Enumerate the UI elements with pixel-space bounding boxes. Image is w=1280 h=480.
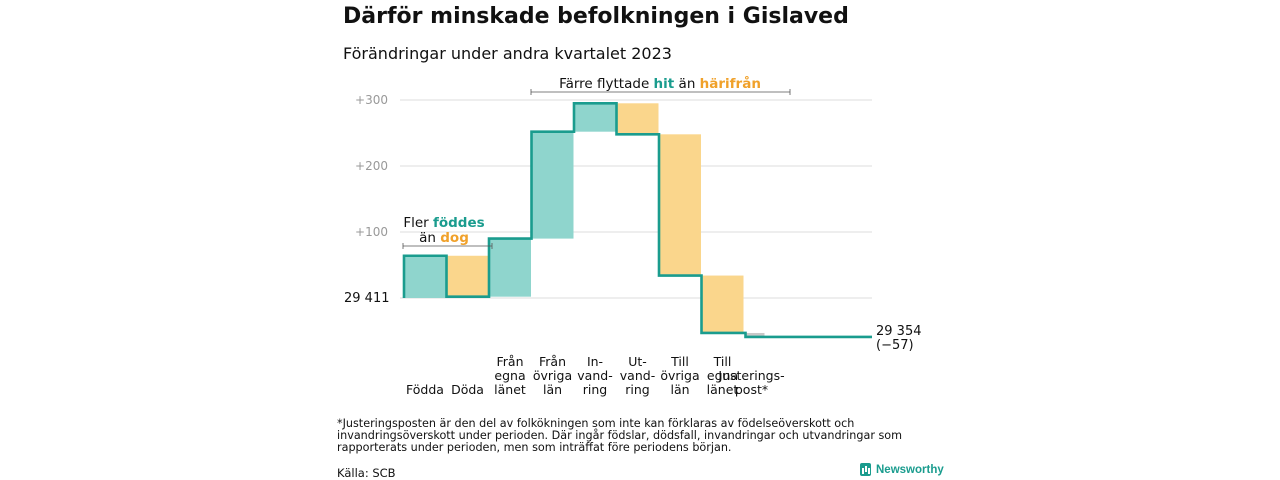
bar-9	[745, 332, 765, 337]
footnote: *Justeringsposten är den del av folkökni…	[337, 417, 903, 454]
category-label: egna	[494, 368, 525, 383]
category-label: övriga	[660, 368, 699, 383]
y-tick-label: +100	[355, 225, 388, 239]
category-label: länet	[707, 382, 739, 397]
annotation-births-line2: än dog	[419, 230, 469, 246]
category-label: Från	[496, 354, 523, 369]
source-label: Källa: SCB	[337, 466, 396, 480]
category-label: Justerings-	[717, 368, 784, 383]
bar-4	[531, 131, 574, 239]
category-label: Döda	[451, 382, 484, 397]
category-label: post*	[735, 382, 768, 397]
chart-subtitle: Förändringar under andra kvartalet 2023	[343, 44, 672, 63]
category-label: övriga	[533, 368, 572, 383]
newsworthy-icon	[860, 463, 871, 476]
category-label: län	[543, 382, 562, 397]
waterfall-chart: +300 +200 +100 29 411 29 354(−57) Födda Döda Fr…	[344, 75, 922, 397]
bar-1	[404, 255, 446, 298]
category-label: län	[670, 382, 689, 397]
bar-8	[701, 275, 744, 333]
bar-2	[446, 255, 489, 297]
category-label: ring	[625, 382, 649, 397]
category-label: Födda	[406, 382, 444, 397]
annotation-births-line1: Fler föddes	[403, 215, 484, 231]
brand-logo: Newsworthy	[860, 463, 944, 476]
bar-3	[489, 238, 531, 297]
chart-title: Därför minskade befolkningen i Gislaved	[343, 4, 849, 29]
category-label: vand-	[577, 368, 612, 383]
brand-name: Newsworthy	[876, 463, 944, 476]
category-label: ring	[583, 382, 607, 397]
y-tick-label: +200	[355, 159, 388, 173]
net-change-label: (−57)	[876, 338, 914, 353]
cumulative-line	[402, 102, 872, 339]
end-value-label: 29 354	[876, 324, 922, 339]
y-tick-label: +300	[355, 93, 388, 107]
category-label: vand-	[620, 368, 655, 383]
bar-5	[574, 103, 616, 132]
category-label: Till	[670, 354, 689, 369]
category-label: Ut-	[628, 354, 647, 369]
start-value-label: 29 411	[344, 291, 390, 306]
category-label: In-	[587, 354, 603, 369]
category-label: egna	[707, 368, 738, 383]
category-label: Från	[539, 354, 566, 369]
annotation-migration: Färre flyttade hit än härifrån	[559, 75, 761, 92]
bar-7	[659, 134, 701, 276]
bar-6	[616, 103, 659, 135]
category-label: Till	[713, 354, 732, 369]
category-label: länet	[494, 382, 526, 397]
